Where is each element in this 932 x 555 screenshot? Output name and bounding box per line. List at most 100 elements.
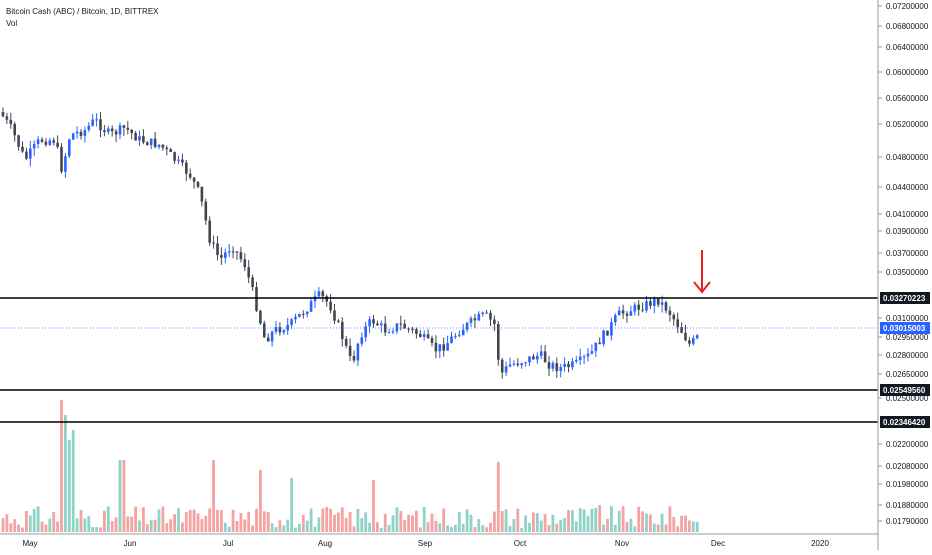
volume-bar — [399, 510, 403, 532]
candle-body — [103, 130, 106, 132]
volume-bar — [126, 516, 130, 532]
volume-bar — [9, 523, 13, 532]
candle-body — [294, 317, 297, 320]
volume-bar — [376, 522, 379, 532]
candle-body — [582, 356, 586, 358]
candle-body — [95, 119, 98, 121]
candle-body — [419, 333, 422, 337]
volume-bar — [602, 524, 605, 532]
candle-body — [360, 337, 364, 344]
volume-bar — [442, 508, 446, 532]
volume-bar — [169, 519, 173, 532]
candle-body — [266, 337, 270, 342]
candle-body — [1, 112, 5, 117]
candle-body — [520, 363, 523, 366]
candle-body — [633, 304, 637, 312]
price-axis-tick-label: 0.05600000 — [886, 94, 929, 103]
candle-body — [64, 156, 67, 172]
volume-bar — [247, 511, 251, 532]
candle-body — [185, 162, 188, 174]
candle-body — [590, 351, 594, 354]
support-line-label: 0.02549560 — [883, 386, 926, 395]
candle-body — [227, 251, 231, 253]
candle-body — [621, 310, 625, 314]
volume-bar — [539, 520, 543, 532]
candle-body — [153, 138, 157, 148]
volume-bar — [578, 508, 582, 532]
volume-bar — [481, 525, 485, 532]
candle-body — [352, 356, 356, 361]
volume-bar — [95, 527, 98, 532]
volume-bar — [313, 526, 317, 532]
candle-body — [547, 362, 551, 369]
candle-body — [317, 291, 321, 297]
volume-bar — [688, 520, 691, 532]
volume-bar — [44, 524, 48, 532]
price-axis-tick-label: 0.06400000 — [886, 43, 929, 52]
volume-bar — [590, 508, 594, 532]
chart-title: Bitcoin Cash (ABC) / Bitcoin, 1D, BITTRE… — [6, 7, 159, 16]
candle-body — [25, 151, 28, 159]
volume-bar — [559, 519, 563, 532]
candle-body — [83, 129, 87, 136]
candle-body — [434, 342, 438, 352]
volume-bar — [21, 527, 24, 532]
price-axis-tick-label: 0.02800000 — [886, 351, 929, 360]
volume-bar — [243, 519, 247, 532]
volume-bar — [571, 510, 574, 532]
candle-body — [274, 326, 278, 332]
volume-bar — [383, 513, 387, 532]
price-axis-tick-label: 0.03500000 — [886, 268, 929, 277]
candle-body — [224, 252, 227, 258]
candle-body — [243, 259, 247, 268]
volume-bar — [220, 510, 223, 532]
candle-body — [395, 323, 399, 332]
volume-bar — [161, 506, 165, 532]
price-axis-tick-label: 0.02950000 — [886, 333, 929, 342]
candle-body — [695, 335, 699, 339]
price-axis-tick-label: 0.06000000 — [886, 68, 929, 77]
volume-bar — [48, 518, 52, 532]
candle-body — [71, 133, 75, 140]
candle-body — [259, 310, 262, 324]
volume-bar — [641, 511, 644, 532]
candle-body — [575, 360, 578, 362]
volume-bar — [208, 508, 212, 532]
candle-body — [649, 301, 652, 306]
volume-bar — [40, 521, 44, 532]
volume-bar — [298, 523, 301, 532]
volume-bar — [676, 526, 680, 532]
volume-bar — [262, 511, 266, 532]
candle-body — [235, 251, 239, 253]
volume-bar — [145, 524, 149, 532]
candle-body — [672, 314, 676, 320]
volume-bar — [301, 514, 305, 532]
candle-body — [56, 142, 59, 147]
candle-body — [656, 298, 660, 305]
candle-body — [473, 318, 477, 321]
time-axis-label: Nov — [615, 539, 629, 548]
candle-body — [251, 277, 254, 288]
candle-body — [344, 338, 348, 346]
volume-bar — [91, 527, 95, 532]
volume-bar — [60, 400, 63, 532]
candle-body — [204, 201, 208, 221]
volume-bar — [64, 415, 67, 532]
candle-body — [114, 131, 118, 135]
volume-bar — [387, 524, 391, 532]
volume-bar — [71, 430, 75, 532]
candle-body — [110, 128, 114, 132]
candle-body — [676, 319, 679, 328]
volume-bar — [270, 523, 274, 532]
volume-bar — [629, 518, 633, 532]
price-axis-tick-label: 0.04800000 — [886, 153, 929, 162]
volume-bar — [83, 518, 87, 532]
volume-bar — [305, 520, 309, 532]
volume-bar — [586, 515, 590, 532]
candle-body — [138, 136, 141, 141]
volume-bar — [684, 515, 687, 532]
price-axis-tick-label: 0.02200000 — [886, 440, 929, 449]
candle-body — [426, 334, 430, 339]
volume-bar — [282, 525, 286, 532]
